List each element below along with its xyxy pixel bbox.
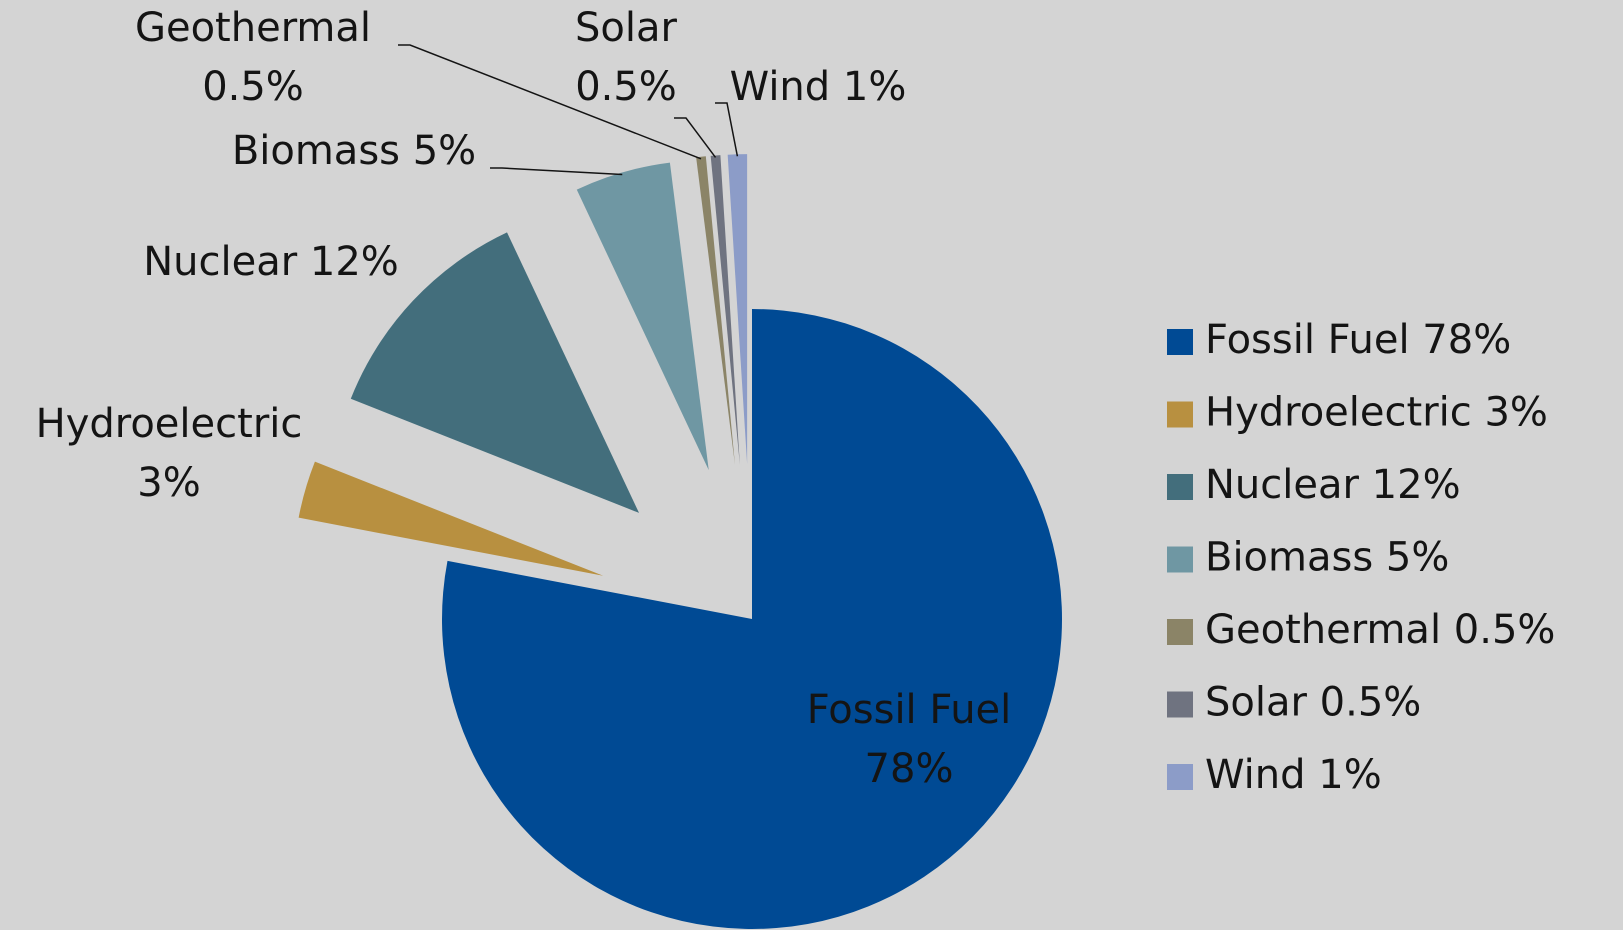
data-label-value: 0.5% (202, 64, 304, 110)
data-label-category: Solar (575, 5, 677, 51)
data-label-category: Nuclear (143, 239, 298, 285)
legend-category: Biomass (1205, 535, 1373, 581)
data-label-value: 5% (400, 128, 476, 174)
data-label-category: Biomass (232, 128, 400, 174)
data-label-category: Hydroelectric (36, 401, 303, 447)
legend-swatch (1167, 691, 1193, 718)
legend-value: 1% (1306, 752, 1382, 798)
legend-value: 0.5% (1307, 680, 1421, 726)
data-label-value: 12% (297, 239, 399, 285)
data-label: Nuclear 12% (143, 239, 399, 285)
legend-category: Hydroelectric (1205, 390, 1472, 436)
legend-value: 12% (1359, 462, 1461, 508)
legend-category: Wind (1205, 752, 1306, 798)
legend-category: Geothermal (1205, 607, 1441, 653)
leader-line (715, 102, 739, 157)
legend-label: Biomass 5% (1205, 535, 1449, 581)
data-label-category: Fossil Fuel (807, 687, 1012, 733)
legend-category: Fossil Fuel (1205, 317, 1410, 363)
pie-slice (576, 162, 709, 471)
legend-swatch (1167, 401, 1193, 428)
legend-swatch (1167, 474, 1193, 500)
pie-slice (710, 155, 740, 465)
legend-category: Nuclear (1205, 462, 1360, 508)
legend-label: Nuclear 12% (1205, 462, 1461, 508)
leader-line (398, 44, 702, 160)
pie-slice (727, 154, 748, 465)
data-label: Biomass 5% (232, 128, 476, 174)
leader-line (490, 167, 623, 176)
legend-value: 0.5% (1441, 607, 1555, 653)
legend-value: 5% (1373, 535, 1449, 581)
legend-value: 3% (1472, 390, 1548, 436)
legend-label: Hydroelectric 3% (1205, 390, 1548, 436)
pie-slice (350, 232, 640, 513)
data-label: Solar 0.5% (575, 5, 677, 110)
legend-swatch (1167, 764, 1193, 790)
data-label-value: 0.5% (575, 64, 677, 110)
legend-swatch (1167, 546, 1193, 573)
data-label-category: Geothermal (135, 5, 371, 51)
data-label-category: Wind (730, 64, 831, 110)
data-label: Wind 1% (730, 64, 907, 110)
legend-label: Fossil Fuel 78% (1205, 317, 1511, 363)
pie-slice (696, 156, 735, 465)
data-label: Hydroelectric 3% (36, 401, 303, 506)
legend-value: 78% (1410, 317, 1512, 363)
legend-swatch (1167, 619, 1193, 645)
pie-slice (442, 309, 1062, 929)
legend-label: Wind 1% (1205, 752, 1382, 798)
legend-category: Solar (1205, 680, 1307, 726)
legend-swatch (1167, 329, 1193, 355)
leader-line (674, 117, 717, 158)
legend-label: Solar 0.5% (1205, 680, 1421, 726)
data-label: Fossil Fuel 78% (807, 687, 1012, 792)
data-label-value: 3% (137, 460, 200, 506)
data-label: Geothermal 0.5% (135, 5, 371, 110)
pie-slice (298, 461, 604, 576)
data-label-value: 1% (830, 64, 906, 110)
data-label-value: 78% (865, 746, 954, 792)
legend-label: Geothermal 0.5% (1205, 607, 1555, 653)
